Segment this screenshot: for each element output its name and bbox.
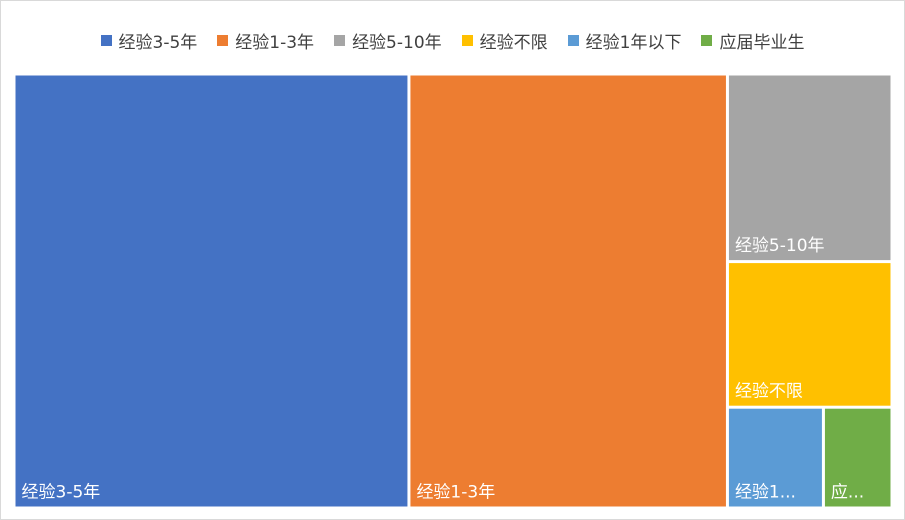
legend: 经验3-5年 经验1-3年 经验5-10年 经验不限 经验1年以下 应届毕业生 [1,27,904,53]
legend-label: 经验不限 [479,32,548,53]
treemap-tile [728,75,891,261]
tile-label: 经验1-3年 [416,483,495,503]
treemap-tile [824,408,891,507]
treemap-tile [728,263,891,406]
legend-label: 经验3-5年 [118,32,198,53]
legend-item: 应届毕业生 [701,28,804,53]
legend-swatch [701,34,713,46]
legend-item: 经验5-10年 [334,28,442,53]
legend-label: 经验5-10年 [352,32,442,53]
treemap-tile [728,408,822,507]
legend-label: 经验1年以下 [585,32,682,53]
treemap-tile [15,75,408,507]
legend-label: 应届毕业生 [719,32,805,53]
tile-label: 应... [831,483,864,503]
legend-swatch [567,34,579,46]
legend-swatch [100,34,112,46]
tile-label: 经验不限 [735,382,803,402]
legend-item: 经验3-5年 [100,28,198,53]
legend-item: 经验1-3年 [217,28,314,53]
tile-label: 经验3-5年 [22,483,101,503]
legend-label: 经验1-3年 [235,32,315,53]
legend-swatch [217,34,229,46]
tile-label: 经验5-10年 [735,236,825,256]
legend-item: 经验不限 [461,28,548,53]
tile-label: 经验1... [735,483,796,503]
legend-swatch [334,34,346,46]
legend-item: 经验1年以下 [567,28,682,53]
treemap-tile [410,75,726,507]
legend-swatch [461,34,473,46]
